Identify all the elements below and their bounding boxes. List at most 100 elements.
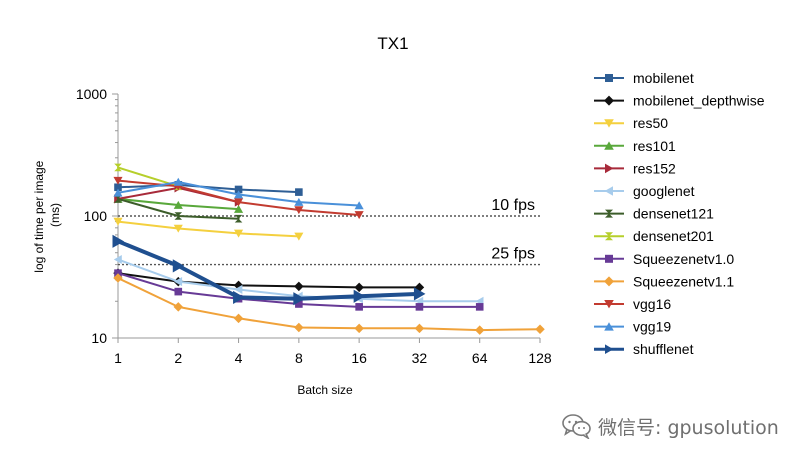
data-point [113,217,123,226]
legend-item: shufflenet [594,341,694,357]
x-tick-label: 8 [295,350,303,366]
data-point [114,163,122,172]
legend-swatch-marker [604,300,614,309]
x-tick-label: 1 [114,350,122,366]
reference-line-label: 10 fps [491,197,535,214]
series-vgg19 [113,177,364,210]
data-point [114,269,122,277]
legend-swatch-marker [604,322,614,331]
data-point [173,177,183,186]
x-tick-label: 64 [472,350,488,366]
axes: 10 100 1000 1 2 4 8 16 32 64 128 [76,86,552,366]
data-point [113,188,123,197]
data-point [234,190,244,199]
y-axis-label-line-2: (ms) [48,203,62,227]
y-axis-label: log of time per image (ms) [32,157,62,272]
data-point [294,281,304,292]
legend-label: shufflenet [633,341,694,357]
data-point [113,254,122,265]
data-point [234,198,244,207]
data-point [234,284,243,295]
data-point [294,197,304,206]
legend-item: Squeezenetv1.1 [594,273,734,289]
y-tick-label: 1000 [76,86,107,102]
data-point [354,323,364,334]
data-point [354,282,364,293]
legend: mobilenet mobilenet_depthwise res50 res101 r… [594,70,765,357]
legend-label: res101 [633,138,676,154]
legend-swatch-marker [605,74,613,82]
legend-label: densenet201 [633,228,714,244]
legend-item: googlenet [594,183,695,199]
legend-item: mobilenet_depthwise [594,93,765,109]
watermark-text: 微信号: gpusolution [598,416,779,439]
legend-item: vgg16 [594,296,671,312]
data-point [353,289,366,303]
legend-swatch-marker [604,95,614,106]
data-point [114,183,122,192]
y-tick-label: 10 [91,330,107,346]
data-point [354,201,364,210]
chart-title: TX1 [377,34,408,53]
legend-label: vgg19 [633,319,671,335]
legend-label: vgg16 [633,296,671,312]
data-point [233,290,245,305]
series-line [117,272,421,289]
data-point [294,232,304,241]
data-point [113,176,123,185]
watermark: 微信号: gpusolution [562,410,779,442]
legend-label: googlenet [633,183,695,199]
legend-label: res50 [633,115,668,131]
series-shufflenet [112,234,426,306]
data-point [234,204,244,213]
legend-label: Squeezenetv1.0 [633,251,734,267]
data-point [234,229,244,238]
data-point [295,188,303,196]
series-layer [112,163,545,335]
series-mobilenet-depthwise [113,268,425,293]
legend-item: vgg19 [594,319,671,335]
data-point [174,212,183,220]
legend-swatch-marker [604,119,614,128]
legend-item: res101 [594,138,676,154]
data-point [413,287,426,301]
data-point [173,224,183,233]
data-point [234,214,243,223]
legend-item: Squeezenetv1.0 [594,251,734,267]
legend-swatch-marker [604,276,614,287]
data-point [172,259,185,273]
series-line [117,197,240,220]
data-point [293,292,305,306]
data-point [112,234,125,248]
data-point [234,185,243,194]
x-tick-label: 128 [528,350,552,366]
legend-swatch-marker [604,186,613,196]
y-tick-label: 100 [84,208,108,224]
legend-item: densenet201 [594,228,714,244]
data-point [174,277,183,287]
legend-label: densenet121 [633,206,714,222]
data-point [535,324,545,334]
data-point [173,302,184,312]
legend-swatch-marker [605,344,614,354]
data-point [474,325,485,335]
x-tick-label: 16 [351,350,367,366]
legend-item: mobilenet [594,70,694,86]
data-point [354,211,364,220]
data-point [355,303,363,311]
series-line [117,277,541,332]
reference-line-label: 25 fps [491,246,535,263]
legend-item: res50 [594,115,668,131]
y-axis-label-line-1: log of time per image [32,160,46,272]
legend-swatch-marker [605,232,613,241]
legend-swatch-marker [605,209,613,218]
reference-lines: 10 fps 25 fps [118,197,540,266]
data-point [294,322,304,333]
data-point [475,303,484,311]
data-point [414,323,425,334]
x-tick-label: 32 [412,350,428,366]
legend-item: res152 [594,160,676,176]
series-squeezenetv1-1 [113,273,545,335]
legend-item: densenet121 [594,206,714,222]
